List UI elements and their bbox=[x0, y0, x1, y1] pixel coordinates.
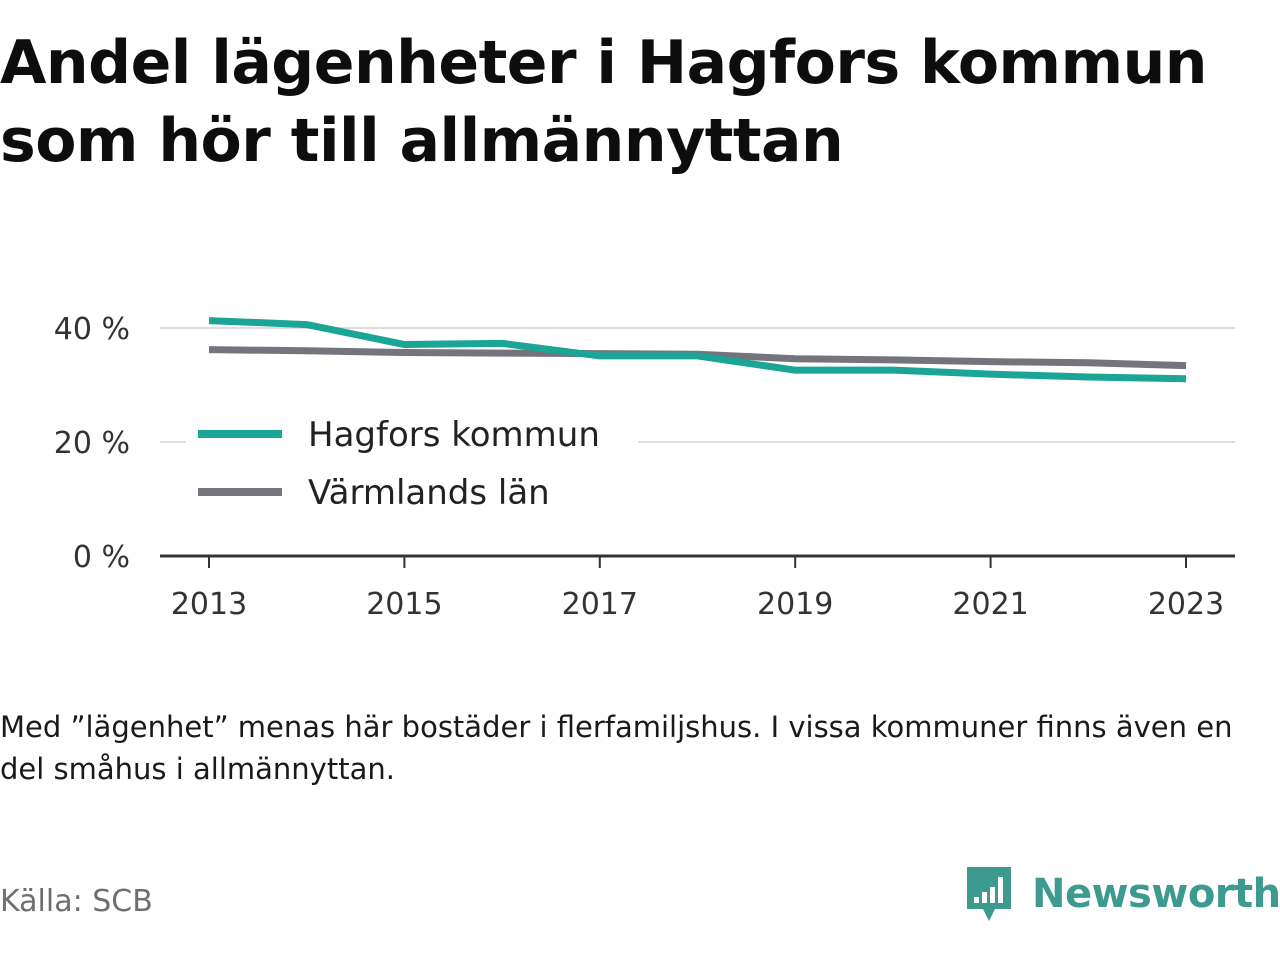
x-axis-ticks: 2013 2015 2017 2019 2021 2023 bbox=[171, 556, 1224, 622]
y-tick-label: 0 % bbox=[73, 540, 130, 575]
legend-background bbox=[186, 408, 638, 518]
chart-title: Andel lägenheter i Hagfors kommun som hö… bbox=[0, 28, 1208, 176]
x-tick-label: 2013 bbox=[171, 587, 247, 622]
y-tick-label: 40 % bbox=[54, 312, 130, 347]
chart-note: Med ”lägenhet” menas här bostäder i fler… bbox=[0, 710, 1233, 786]
x-tick-label: 2017 bbox=[562, 587, 638, 622]
y-tick-label: 20 % bbox=[54, 426, 130, 461]
source-label: Källa: SCB bbox=[0, 884, 153, 919]
brand-name: Newsworthy bbox=[1032, 871, 1280, 917]
newsworthy-logo-icon bbox=[967, 867, 1011, 921]
series-line-hagfors bbox=[208, 317, 1187, 383]
y-axis-ticks: 0 % 20 % 40 % bbox=[54, 312, 130, 575]
series-lines bbox=[208, 317, 1187, 383]
x-tick-label: 2023 bbox=[1148, 587, 1224, 622]
legend-label: Värmlands län bbox=[308, 473, 550, 513]
legend: Hagfors kommun Värmlands län bbox=[186, 408, 638, 518]
line-chart: 0 % 20 % 40 % 2013 2015 2017 2019 2021 2023 Hag… bbox=[54, 312, 1235, 622]
brand-logo: Newsworthy bbox=[964, 862, 1280, 926]
legend-label: Hagfors kommun bbox=[308, 415, 600, 455]
x-tick-label: 2015 bbox=[366, 587, 442, 622]
x-tick-label: 2021 bbox=[952, 587, 1028, 622]
x-tick-label: 2019 bbox=[757, 587, 833, 622]
